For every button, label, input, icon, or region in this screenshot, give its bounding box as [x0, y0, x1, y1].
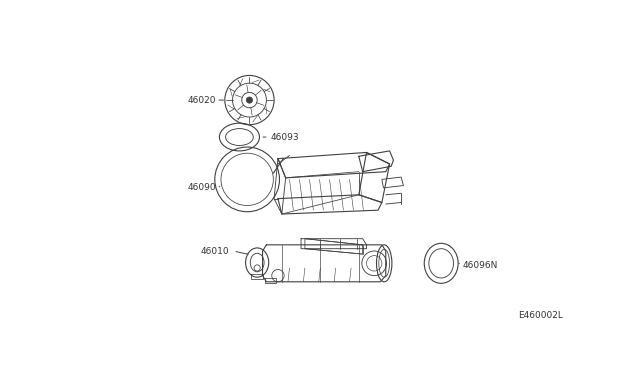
Text: 46093: 46093: [270, 132, 299, 141]
Polygon shape: [305, 239, 363, 254]
Text: 46090: 46090: [188, 183, 216, 192]
Text: 46010: 46010: [201, 247, 230, 256]
Text: E460002L: E460002L: [518, 311, 563, 320]
Circle shape: [246, 97, 253, 103]
Text: 46020: 46020: [188, 96, 216, 105]
Text: 46096N: 46096N: [463, 261, 498, 270]
Polygon shape: [382, 177, 403, 188]
